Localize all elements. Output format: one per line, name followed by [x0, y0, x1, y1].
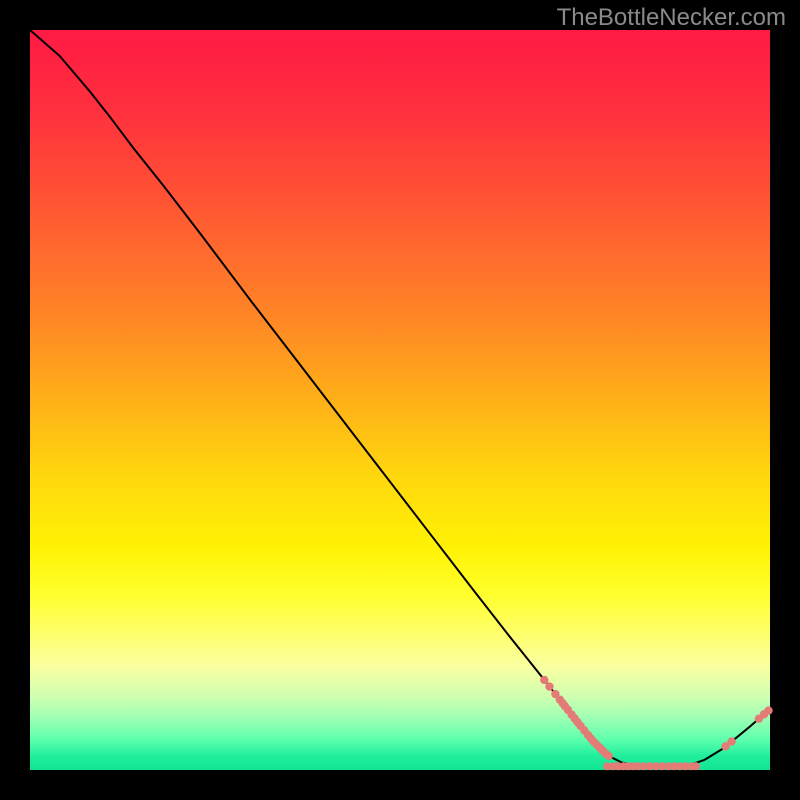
curve-marker	[604, 752, 612, 760]
tail-marker	[764, 706, 772, 714]
floor-marker	[692, 762, 700, 770]
curve-marker	[540, 676, 548, 684]
tail-marker	[727, 737, 735, 745]
curve-marker	[545, 682, 553, 690]
watermark-label: TheBottleNecker.com	[557, 4, 786, 32]
chart-svg	[30, 30, 770, 770]
chart-plot	[30, 30, 770, 770]
gradient-background	[30, 30, 770, 770]
